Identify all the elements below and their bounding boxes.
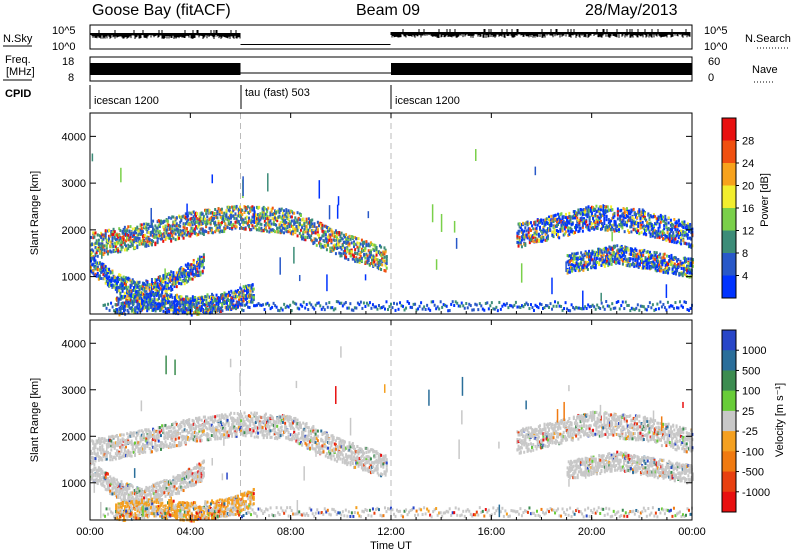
beam-title: Beam 09 [356,2,420,19]
colorbar-swatch [722,411,736,432]
colorbar-swatch [722,492,736,513]
y-tick-label: 2000 [62,225,86,237]
colorbar-tick: 16 [742,203,754,215]
power-colorbar-label: Power [dB] [759,173,771,227]
colorbar-swatch [722,391,736,412]
nsky-label: N.Sky [3,33,33,45]
nsearch-tick-bottom: 10^0 [704,41,728,53]
colorbar-swatch [722,431,736,452]
colorbar-tick: -100 [742,446,764,458]
freq-label: Freq. [5,54,31,66]
cpid-seg-3: icescan 1200 [395,95,460,107]
station-title: Goose Bay (fitACF) [92,2,231,19]
colorbar-swatch [722,208,736,231]
colorbar-tick: 20 [742,181,754,193]
nsky-trace [91,29,690,45]
velocity-colorbar: 1000 500 100 25 -25 -100 -500 -1000 Velocity [m… [722,330,786,513]
freq-trace [90,63,692,75]
x-axis-label: Time UT [370,540,412,552]
colorbar-tick: 24 [742,158,754,170]
velocity-panel: 00:00 04:00 08:00 12:00 16:00 20:00 00:00 1000… [29,320,706,538]
nsky-tick-bottom: 10^0 [52,41,76,53]
cpid-panel: CPID icescan 1200 tau (fast) 503 icescan… [5,85,460,109]
freq-tick-top: 18 [62,56,74,68]
colorbar-swatch [722,472,736,493]
power-colorbar: 4 8 12 16 20 24 28 Power [dB] [722,118,771,299]
colorbar-tick: 4 [742,271,748,283]
colorbar-tick: 500 [742,365,760,377]
y-tick-label: 1000 [62,272,86,284]
nsearch-label: N.Search [745,33,791,45]
y-tick-label: 4000 [62,131,86,143]
y-tick-label: 3000 [62,385,86,397]
colorbar-swatch [722,330,736,351]
colorbar-swatch [722,141,736,164]
colorbar-tick: 25 [742,406,754,418]
cpid-seg-1: icescan 1200 [94,95,159,107]
x-tick-label: 16:00 [478,526,506,538]
colorbar-swatch [722,276,736,299]
power-panel: 1000 2000 3000 4000 Slant Range [km] [29,113,694,317]
freq-tick-bottom: 8 [68,72,74,84]
nave-tick-bottom: 0 [708,72,714,84]
colorbar-tick: -1000 [742,487,770,499]
nave-label: Nave [752,64,778,76]
colorbar-tick: 1000 [742,345,766,357]
colorbar-swatch [722,253,736,276]
colorbar-swatch [722,451,736,472]
x-tick-label: 12:00 [377,526,405,538]
nsky-tick-top: 10^5 [52,25,76,37]
x-tick-label: 04:00 [177,526,205,538]
freq-unit: [MHz] [6,66,35,78]
velocity-heatmap [90,320,694,523]
colorbar-tick: 8 [742,248,748,260]
date-title: 28/May/2013 [585,2,678,19]
cpid-label: CPID [5,88,31,100]
nsearch-tick-top: 10^5 [704,25,728,37]
freq-panel: Freq. [MHz] 18 8 60 0 Nave [3,54,778,84]
colorbar-swatch [722,163,736,186]
nsky-panel: N.Sky 10^5 10^0 10^5 10^0 N.Search [3,25,791,53]
x-tick-label: 08:00 [277,526,305,538]
colorbar-tick: -25 [742,426,758,438]
x-tick-label: 20:00 [578,526,606,538]
colorbar-swatch [722,186,736,209]
x-tick-label: 00:00 [678,526,706,538]
colorbar-swatch [722,350,736,371]
colorbar-swatch [722,370,736,391]
colorbar-tick: 12 [742,226,754,238]
colorbar-swatch [722,231,736,254]
velocity-ylabel: Slant Range [km] [29,378,41,462]
y-tick-label: 2000 [62,431,86,443]
y-tick-label: 4000 [62,338,86,350]
power-ylabel: Slant Range [km] [29,171,41,255]
velocity-colorbar-label: Velocity [m s⁻¹] [774,383,786,457]
x-tick-label: 00:00 [76,526,104,538]
power-heatmap [90,113,694,317]
cpid-seg-2: tau (fast) 503 [245,87,310,99]
y-tick-label: 3000 [62,178,86,190]
nave-tick-top: 60 [708,56,720,68]
colorbar-tick: 28 [742,136,754,148]
y-tick-label: 1000 [62,478,86,490]
colorbar-tick: 100 [742,386,760,398]
colorbar-tick: -500 [742,467,764,479]
colorbar-swatch [722,118,736,141]
